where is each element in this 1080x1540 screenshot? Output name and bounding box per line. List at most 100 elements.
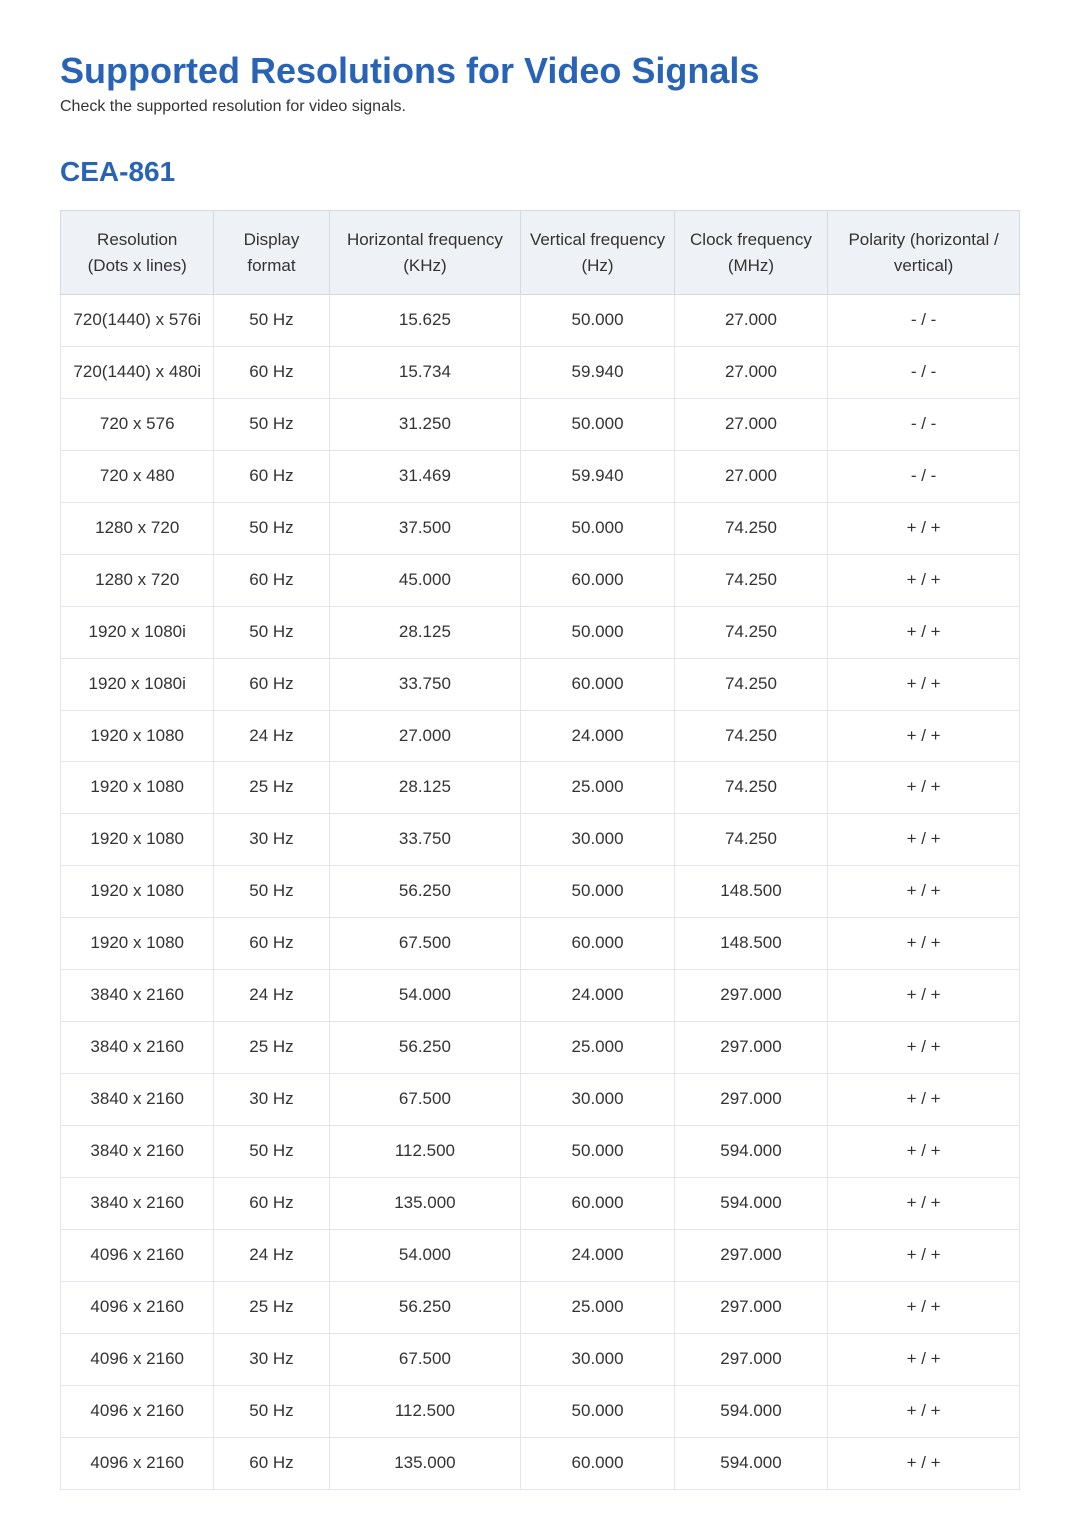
table-row: 4096 x 216025 Hz56.25025.000297.000+ / + — [61, 1281, 1020, 1333]
table-cell: 27.000 — [674, 295, 827, 347]
table-cell: 4096 x 2160 — [61, 1437, 214, 1489]
table-cell: 3840 x 2160 — [61, 1126, 214, 1178]
table-cell: 56.250 — [329, 1022, 521, 1074]
table-cell: 297.000 — [674, 970, 827, 1022]
table-cell: 720(1440) x 576i — [61, 295, 214, 347]
table-cell: + / + — [828, 918, 1020, 970]
column-header: Display format — [214, 211, 329, 295]
table-row: 3840 x 216060 Hz135.00060.000594.000+ / … — [61, 1177, 1020, 1229]
table-cell: 594.000 — [674, 1177, 827, 1229]
table-cell: 50.000 — [521, 1126, 674, 1178]
table-cell: 60 Hz — [214, 346, 329, 398]
table-row: 4096 x 216030 Hz67.50030.000297.000+ / + — [61, 1333, 1020, 1385]
table-cell: 27.000 — [674, 450, 827, 502]
column-header: Resolution(Dots x lines) — [61, 211, 214, 295]
table-cell: 24.000 — [521, 1229, 674, 1281]
table-cell: 25.000 — [521, 762, 674, 814]
table-body: 720(1440) x 576i50 Hz15.62550.00027.000-… — [61, 295, 1020, 1490]
resolution-table: Resolution(Dots x lines)Display formatHo… — [60, 210, 1020, 1490]
table-cell: 50.000 — [521, 1385, 674, 1437]
table-cell: 67.500 — [329, 1333, 521, 1385]
table-row: 1920 x 108030 Hz33.75030.00074.250+ / + — [61, 814, 1020, 866]
table-cell: + / + — [828, 658, 1020, 710]
table-cell: 24.000 — [521, 970, 674, 1022]
table-cell: 3840 x 2160 — [61, 1177, 214, 1229]
table-cell: 720(1440) x 480i — [61, 346, 214, 398]
table-row: 1280 x 72050 Hz37.50050.00074.250+ / + — [61, 502, 1020, 554]
table-cell: 1920 x 1080 — [61, 866, 214, 918]
table-cell: 148.500 — [674, 918, 827, 970]
column-header: Clock frequency(MHz) — [674, 211, 827, 295]
table-cell: 1920 x 1080 — [61, 762, 214, 814]
table-cell: + / + — [828, 814, 1020, 866]
table-cell: 1280 x 720 — [61, 554, 214, 606]
table-row: 1920 x 1080i50 Hz28.12550.00074.250+ / + — [61, 606, 1020, 658]
table-cell: 25.000 — [521, 1281, 674, 1333]
table-cell: 1920 x 1080 — [61, 918, 214, 970]
table-cell: + / + — [828, 1385, 1020, 1437]
table-cell: 112.500 — [329, 1385, 521, 1437]
table-row: 3840 x 216025 Hz56.25025.000297.000+ / + — [61, 1022, 1020, 1074]
table-cell: 25 Hz — [214, 1022, 329, 1074]
table-cell: + / + — [828, 502, 1020, 554]
table-cell: 74.250 — [674, 710, 827, 762]
table-row: 3840 x 216050 Hz112.50050.000594.000+ / … — [61, 1126, 1020, 1178]
table-cell: 297.000 — [674, 1074, 827, 1126]
table-cell: 15.625 — [329, 295, 521, 347]
table-cell: 67.500 — [329, 918, 521, 970]
table-cell: 594.000 — [674, 1385, 827, 1437]
table-cell: 135.000 — [329, 1177, 521, 1229]
table-cell: 50.000 — [521, 502, 674, 554]
table-cell: 27.000 — [329, 710, 521, 762]
table-cell: 25 Hz — [214, 762, 329, 814]
table-cell: 59.940 — [521, 346, 674, 398]
table-cell: 112.500 — [329, 1126, 521, 1178]
table-cell: 27.000 — [674, 398, 827, 450]
column-header-line2: (Hz) — [529, 253, 665, 279]
table-cell: 297.000 — [674, 1022, 827, 1074]
table-cell: 60.000 — [521, 918, 674, 970]
column-header: Polarity (horizontal / vertical) — [828, 211, 1020, 295]
table-cell: 135.000 — [329, 1437, 521, 1489]
table-cell: 297.000 — [674, 1229, 827, 1281]
page-subtitle: Check the supported resolution for video… — [60, 98, 406, 115]
table-cell: 1920 x 1080i — [61, 658, 214, 710]
table-row: 720 x 48060 Hz31.46959.94027.000- / - — [61, 450, 1020, 502]
table-cell: 24 Hz — [214, 710, 329, 762]
table-cell: 31.469 — [329, 450, 521, 502]
table-cell: 24 Hz — [214, 1229, 329, 1281]
table-cell: 74.250 — [674, 606, 827, 658]
table-row: 720(1440) x 576i50 Hz15.62550.00027.000-… — [61, 295, 1020, 347]
column-header: Horizontal frequency(KHz) — [329, 211, 521, 295]
table-cell: 56.250 — [329, 866, 521, 918]
table-cell: 60.000 — [521, 658, 674, 710]
table-cell: 54.000 — [329, 1229, 521, 1281]
table-cell: 30 Hz — [214, 814, 329, 866]
table-cell: 1920 x 1080i — [61, 606, 214, 658]
table-cell: 59.940 — [521, 450, 674, 502]
table-cell: 720 x 576 — [61, 398, 214, 450]
table-cell: 1920 x 1080 — [61, 814, 214, 866]
table-cell: 148.500 — [674, 866, 827, 918]
table-row: 1920 x 108025 Hz28.12525.00074.250+ / + — [61, 762, 1020, 814]
table-cell: + / + — [828, 1281, 1020, 1333]
table-cell: 3840 x 2160 — [61, 1074, 214, 1126]
column-header-line2: (MHz) — [683, 253, 819, 279]
table-cell: 4096 x 2160 — [61, 1281, 214, 1333]
table-row: 1920 x 108024 Hz27.00024.00074.250+ / + — [61, 710, 1020, 762]
column-header-line1: Vertical frequency — [529, 227, 665, 253]
table-cell: 74.250 — [674, 658, 827, 710]
table-cell: 74.250 — [674, 762, 827, 814]
table-row: 1920 x 108060 Hz67.50060.000148.500+ / + — [61, 918, 1020, 970]
column-header-line1: Horizontal frequency — [338, 227, 513, 253]
table-cell: 50 Hz — [214, 1126, 329, 1178]
table-cell: 720 x 480 — [61, 450, 214, 502]
page-title: Supported Resolutions for Video Signals — [60, 50, 1020, 92]
table-header: Resolution(Dots x lines)Display formatHo… — [61, 211, 1020, 295]
column-header-line2: (KHz) — [338, 253, 513, 279]
table-cell: 33.750 — [329, 814, 521, 866]
table-cell: + / + — [828, 866, 1020, 918]
table-cell: 1920 x 1080 — [61, 710, 214, 762]
table-cell: + / + — [828, 1437, 1020, 1489]
table-cell: - / - — [828, 346, 1020, 398]
